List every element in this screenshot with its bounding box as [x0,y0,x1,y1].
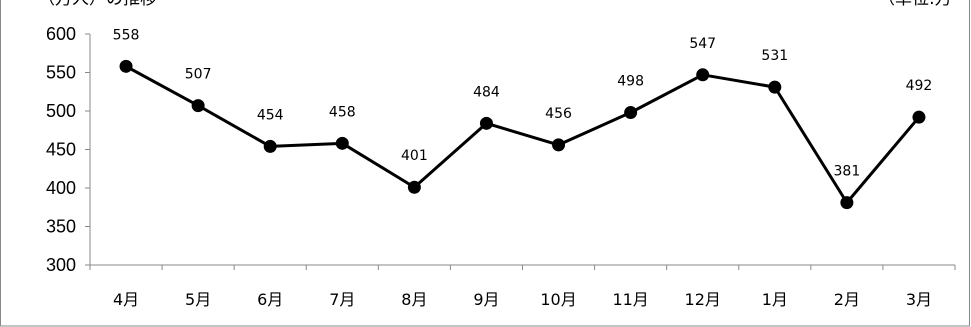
x-tick-label: 3月 [906,290,932,309]
data-point-marker [768,80,782,94]
data-point-marker [840,196,854,210]
y-tick-label: 600 [46,24,76,44]
y-tick-label: 400 [46,178,76,198]
data-point-marker [335,136,349,150]
data-point-marker [696,68,710,82]
x-tick-group: 4月 5月 6月 7月 8月 9月 10月 11月 12月 1月 2月 3月 [89,265,956,309]
data-label-layer: 558 507 454 458 401 484 456 498 547 531 381 492 [113,27,933,179]
x-tick-label: 5月 [185,290,211,309]
data-label: 547 [689,36,716,52]
data-label: 381 [834,164,861,180]
x-tick-label: 4月 [113,290,139,309]
x-tick-label: 9月 [473,290,499,309]
x-tick-label: 11月 [612,290,648,309]
x-tick-label: 10月 [540,290,576,309]
data-label: 498 [617,74,644,90]
data-point-marker [407,180,421,194]
series-layer [119,59,926,210]
x-tick-label: 6月 [257,290,283,309]
data-label: 456 [545,106,572,122]
data-point-marker [912,110,926,124]
data-point-marker [263,139,277,153]
y-tick-group: 300 350 400 450 500 550 600 [46,24,90,275]
x-tick-label: 2月 [834,290,860,309]
data-point-marker [479,116,493,130]
data-label: 484 [473,84,500,100]
data-point-marker [119,59,133,73]
x-tick-label: 12月 [685,290,721,309]
unit-label-fragment: （単位:万 [878,0,952,9]
data-point-marker [624,106,638,120]
data-point-marker [191,99,205,113]
data-label: 507 [185,67,212,83]
x-tick-label: 7月 [329,290,355,309]
data-label: 531 [761,48,788,64]
data-label: 401 [401,148,428,164]
chart-title-fragment: （万人）の推移 [38,0,157,9]
data-label: 492 [906,78,933,94]
y-tick-label: 350 [46,217,76,237]
y-tick-label: 450 [46,140,76,160]
data-label: 454 [257,107,284,123]
y-tick-label: 500 [46,101,76,121]
x-tick-label: 8月 [401,290,427,309]
x-tick-label: 1月 [762,290,788,309]
y-tick-label: 300 [46,255,76,275]
data-label: 558 [113,27,140,43]
y-tick-label: 550 [46,63,76,83]
data-point-marker [552,138,566,152]
data-label: 458 [329,104,356,120]
series-line [125,65,921,205]
